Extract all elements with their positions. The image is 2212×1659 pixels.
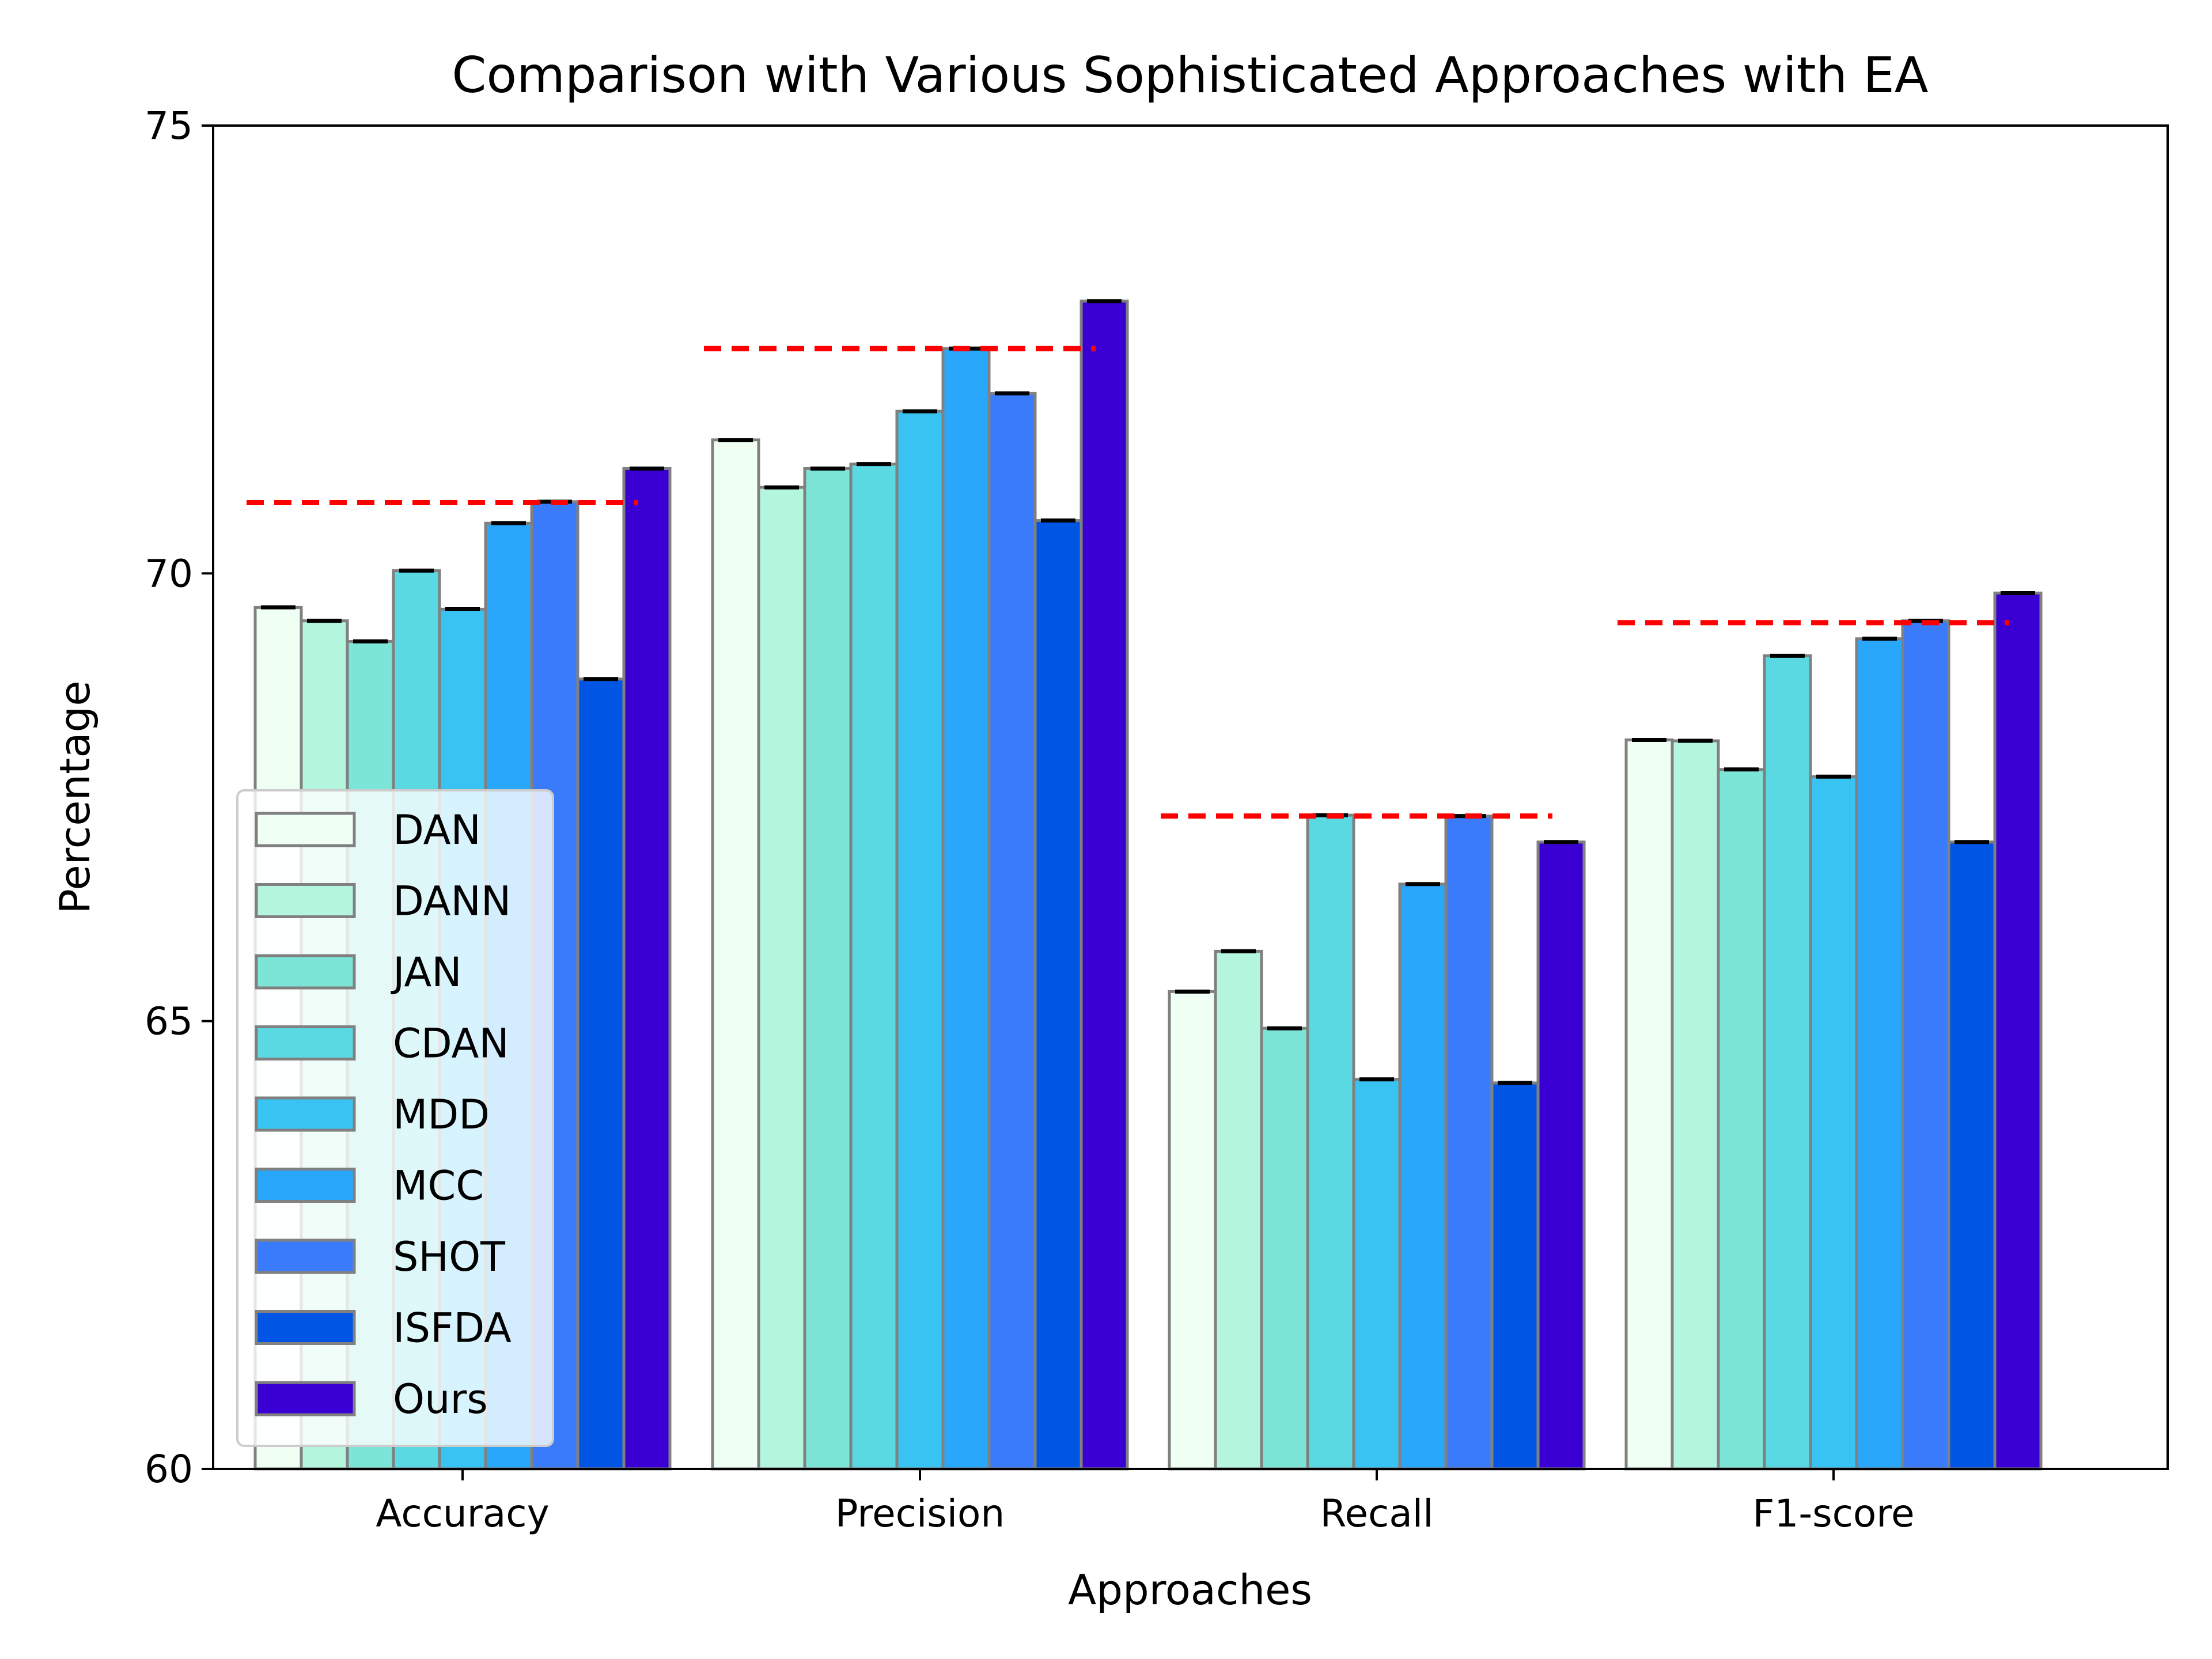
bar-shot-f1-score [1901,619,1950,1471]
bar-dann-precision [757,486,806,1471]
bar-mdd-f1-score [1809,775,1858,1471]
bar-mdd-recall [1352,1078,1402,1471]
x-tick-label: F1-score [1752,1491,1914,1536]
bar-dan-f1-score [1624,738,1674,1471]
bar-ours-accuracy [622,467,672,1471]
y-tick-label: 65 [145,999,193,1044]
bar-dann-f1-score [1671,739,1720,1471]
bar-ours-precision [1080,300,1129,1471]
legend-swatch-isfda [255,1310,356,1345]
y-tick-label: 60 [145,1447,193,1491]
legend-label-mcc: MCC [393,1162,484,1210]
legend-label-dann: DANN [393,878,511,925]
x-tick-label: Precision [835,1491,1005,1536]
y-axis-title: Percentage [51,680,99,914]
legend-swatch-dann [255,883,356,918]
bar-mcc-precision [941,347,991,1471]
plot-frame [212,124,2169,1470]
x-tick-label: Recall [1320,1491,1434,1536]
legend-label-dan: DAN [393,806,481,854]
y-tick-label: 70 [145,551,193,596]
legend-label-cdan: CDAN [393,1020,509,1067]
legend-label-jan: JAN [391,949,462,996]
bar-isfda-accuracy [576,677,626,1471]
legend-label-mdd: MDD [393,1091,490,1138]
legend: DAN DANN JAN CDAN MDD MCC SHOT ISFDA Ours [236,789,554,1447]
bar-jan-f1-score [1717,768,1766,1471]
bar-ours-f1-score [1993,592,2043,1471]
x-axis: Accuracy Precision Recall F1-score [376,1469,1915,1536]
bar-dan-precision [711,438,760,1471]
legend-label-isfda: ISFDA [393,1305,512,1352]
reference-lines-layer [247,346,2009,819]
x-axis-title: Approaches [1068,1566,1312,1614]
bar-dann-recall [1214,949,1263,1471]
legend-swatch-jan [255,954,356,990]
bar-jan-recall [1260,1027,1309,1471]
bar-mcc-f1-score [1855,637,1904,1471]
bar-ours-recall [1536,840,1586,1471]
bar-cdan-f1-score [1763,654,1812,1471]
bar-mdd-precision [895,410,945,1471]
bar-dan-recall [1168,990,1217,1471]
legend-label-shot: SHOT [393,1233,505,1281]
bar-jan-precision [803,467,853,1471]
legend-swatch-mdd [255,1096,356,1132]
bar-isfda-precision [1033,519,1083,1471]
bar-isfda-f1-score [1947,840,1997,1471]
legend-swatch-ours [255,1381,356,1416]
bar-cdan-precision [849,463,899,1471]
chart-title: Comparison with Various Sophisticated Ap… [452,47,1928,104]
legend-label-ours: Ours [393,1376,488,1423]
x-tick-label: Accuracy [376,1491,549,1536]
y-tick-label: 75 [145,104,193,148]
legend-swatch-dan [255,812,356,847]
legend-swatch-mcc [255,1168,356,1203]
bar-shot-precision [987,392,1037,1471]
bar-mcc-recall [1398,882,1448,1471]
legend-swatch-cdan [255,1025,356,1060]
y-axis: 60 65 70 75 [145,104,213,1491]
legend-swatch-shot [255,1238,356,1274]
bar-isfda-recall [1490,1081,1540,1471]
bar-cdan-recall [1306,813,1355,1471]
bar-shot-recall [1444,815,1494,1471]
